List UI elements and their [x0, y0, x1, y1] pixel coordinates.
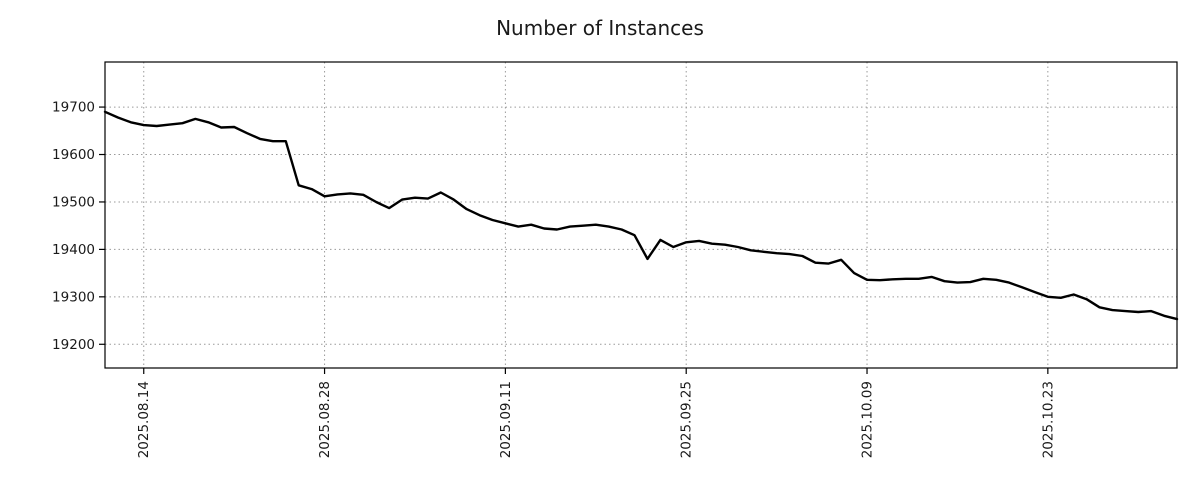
x-tick-label: 2025.08.28 — [317, 381, 333, 458]
y-tick-label: 19600 — [52, 147, 95, 163]
x-axis: 2025.08.14 2025.08.28 2025.09.11 2025.09.25… — [136, 368, 1056, 458]
y-tick-label: 19400 — [52, 242, 95, 258]
chart-title: Number of Instances — [496, 16, 704, 40]
y-tick-label: 19300 — [52, 289, 95, 305]
y-axis: 19200 19300 19400 19500 19600 19700 — [52, 100, 105, 353]
x-tick-label: 2025.10.23 — [1040, 381, 1056, 458]
gridlines — [105, 62, 1177, 368]
x-tick-label: 2025.09.11 — [498, 381, 514, 458]
y-tick-label: 19200 — [52, 337, 95, 353]
plot-border — [104, 61, 1178, 369]
x-tick-label: 2025.08.14 — [136, 381, 152, 458]
y-tick-label: 19500 — [52, 194, 95, 210]
series-line — [103, 110, 1179, 321]
x-tick-label: 2025.10.09 — [860, 381, 876, 458]
x-tick-label: 2025.09.25 — [679, 381, 695, 458]
y-tick-label: 19700 — [52, 100, 95, 116]
